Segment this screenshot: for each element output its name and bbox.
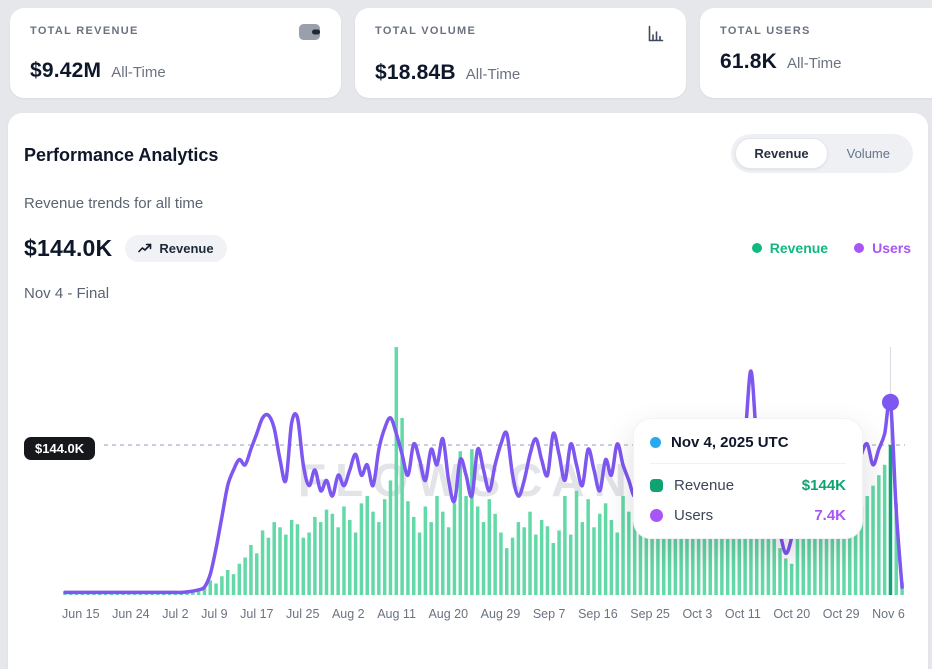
x-tick-label: Jul 9 bbox=[201, 607, 228, 621]
tooltip-users-value: 7.4K bbox=[814, 507, 846, 524]
legend-users-dot bbox=[854, 243, 865, 253]
stat-period: All-Time bbox=[787, 55, 842, 72]
stat-card-total-revenue: TOTAL REVENUE $9.42M All-Time bbox=[10, 8, 341, 98]
toggle-volume-button[interactable]: Volume bbox=[846, 146, 890, 161]
bar-chart-icon bbox=[646, 23, 666, 48]
headline-value: $144.0K bbox=[24, 235, 113, 261]
tooltip-users-label: Users bbox=[674, 507, 714, 524]
stat-label: TOTAL VOLUME bbox=[375, 25, 477, 37]
legend-item-revenue[interactable]: Revenue bbox=[751, 240, 829, 256]
tooltip-revenue-label: Revenue bbox=[674, 477, 735, 494]
x-tick-label: Nov 6 bbox=[872, 607, 905, 621]
x-tick-label: Sep 16 bbox=[578, 607, 618, 621]
tooltip-users-swatch bbox=[650, 509, 663, 522]
x-tick-label: Jun 15 bbox=[62, 607, 100, 621]
threshold-value-label: $144.0K bbox=[24, 437, 96, 460]
chart-legend: Revenue Users bbox=[751, 240, 911, 256]
legend-revenue-dot bbox=[751, 243, 762, 253]
x-tick-label: Oct 20 bbox=[773, 607, 811, 621]
x-tick-label: Oct 11 bbox=[724, 607, 761, 621]
tooltip-title: Nov 4, 2025 UTC bbox=[671, 434, 789, 451]
stat-card-total-volume: TOTAL VOLUME $18.84B All-Time bbox=[355, 8, 686, 98]
page-title: Performance Analytics bbox=[24, 145, 219, 165]
toggle-revenue-button[interactable]: Revenue bbox=[735, 138, 828, 169]
x-tick-label: Sep 25 bbox=[630, 607, 670, 621]
tooltip-revenue-swatch bbox=[650, 479, 663, 492]
stat-label: TOTAL REVENUE bbox=[30, 25, 139, 37]
x-tick-label: Oct 3 bbox=[682, 607, 713, 621]
tooltip-date-dot bbox=[650, 437, 661, 448]
stat-value: 61.8K bbox=[720, 50, 778, 73]
legend-item-users[interactable]: Users bbox=[854, 240, 911, 256]
tooltip-row-users: Users 7.4K bbox=[650, 507, 846, 524]
tooltip-revenue-value: $144K bbox=[801, 477, 846, 494]
stat-card-total-users: TOTAL USERS 61.8K All-Time bbox=[700, 8, 932, 98]
chart-tooltip: Nov 4, 2025 UTC Revenue $144K Users 7.4K bbox=[633, 418, 863, 539]
x-tick-label: Jul 2 bbox=[162, 607, 189, 621]
x-tick-label: Aug 2 bbox=[331, 607, 365, 621]
badge-label: Revenue bbox=[159, 241, 214, 256]
x-tick-label: Aug 20 bbox=[428, 607, 469, 621]
stat-period: All-Time bbox=[465, 66, 521, 83]
x-tick-label: Sep 7 bbox=[532, 607, 566, 621]
performance-analytics-panel: Performance Analytics Revenue trends for… bbox=[8, 113, 928, 669]
stat-label: TOTAL USERS bbox=[720, 25, 811, 37]
panel-subtitle: Revenue trends for all time bbox=[24, 195, 204, 212]
active-point-marker bbox=[881, 393, 899, 411]
x-tick-label: Oct 29 bbox=[822, 607, 860, 621]
stat-period: All-Time bbox=[111, 64, 166, 81]
revenue-badge: Revenue bbox=[125, 235, 227, 262]
x-tick-label: Jun 24 bbox=[112, 607, 150, 621]
legend-revenue-label: Revenue bbox=[769, 240, 829, 256]
wallet-icon bbox=[298, 23, 321, 46]
headline-caption: Nov 4 - Final bbox=[24, 285, 110, 302]
stat-value: $9.42M bbox=[30, 59, 102, 82]
stat-value: $18.84B bbox=[375, 61, 456, 84]
trending-up-icon bbox=[138, 243, 152, 254]
x-tick-label: Jul 17 bbox=[240, 607, 274, 621]
tooltip-row-revenue: Revenue $144K bbox=[650, 477, 846, 494]
x-tick-label: Aug 11 bbox=[377, 607, 416, 621]
x-tick-label: Jul 25 bbox=[286, 607, 320, 621]
legend-users-label: Users bbox=[872, 240, 911, 256]
x-tick-label: Aug 29 bbox=[480, 607, 521, 621]
metric-toggle: Revenue Volume bbox=[731, 134, 913, 173]
x-axis: Jun 15 Jun 24 Jul 2 Jul 9 Jul 17 Jul 25 Aug 2 A… bbox=[62, 607, 905, 621]
